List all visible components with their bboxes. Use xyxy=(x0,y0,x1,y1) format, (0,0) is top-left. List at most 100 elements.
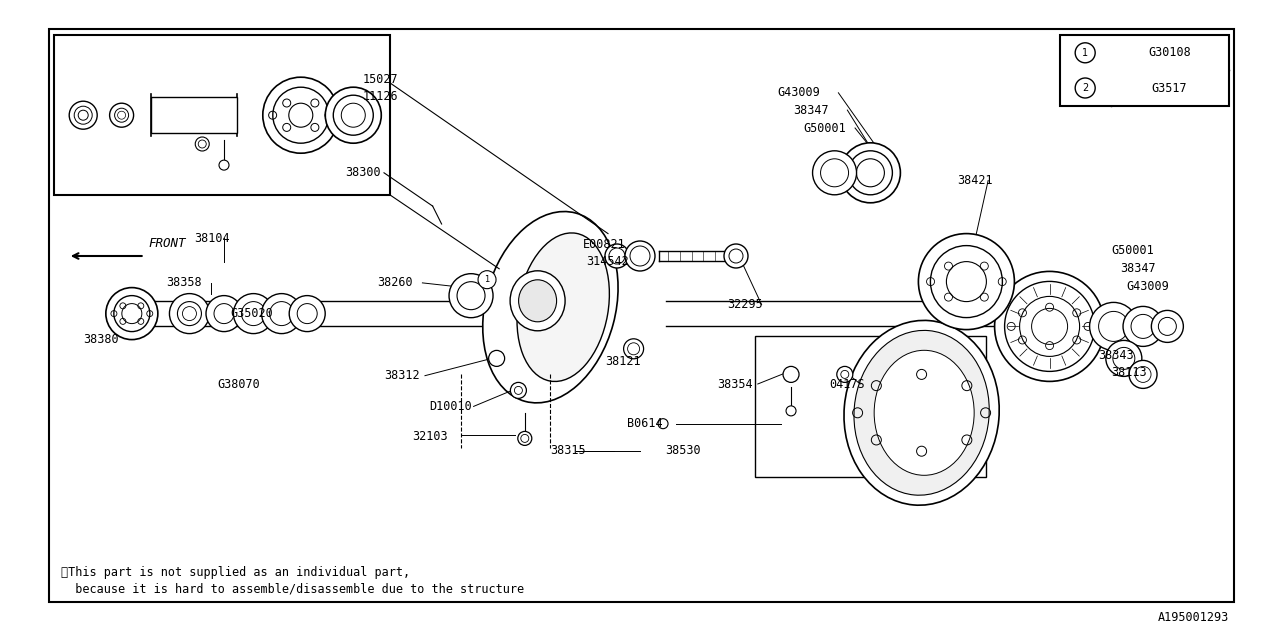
Circle shape xyxy=(625,241,655,271)
Circle shape xyxy=(1112,348,1135,369)
Text: 38380: 38380 xyxy=(83,333,119,346)
Circle shape xyxy=(214,303,234,324)
Circle shape xyxy=(995,271,1105,381)
Circle shape xyxy=(837,366,852,383)
Bar xyxy=(151,97,237,133)
Circle shape xyxy=(730,249,742,263)
Circle shape xyxy=(658,419,668,429)
Bar xyxy=(755,336,986,477)
Text: 11126: 11126 xyxy=(362,90,398,102)
Text: 38315: 38315 xyxy=(550,444,586,457)
Circle shape xyxy=(783,366,799,383)
Ellipse shape xyxy=(511,271,564,331)
Text: because it is hard to assemble/disassemble due to the structure: because it is hard to assemble/disassemb… xyxy=(61,582,525,595)
Circle shape xyxy=(946,262,987,301)
Circle shape xyxy=(813,151,856,195)
Circle shape xyxy=(1123,307,1164,346)
Text: ※This part is not supplied as an individual part,: ※This part is not supplied as an individ… xyxy=(61,566,411,579)
Bar xyxy=(49,29,1234,602)
Text: B0614: B0614 xyxy=(627,417,663,430)
Circle shape xyxy=(289,103,312,127)
Circle shape xyxy=(289,296,325,332)
Text: 2: 2 xyxy=(1082,83,1088,93)
Circle shape xyxy=(841,143,900,203)
Text: 38300: 38300 xyxy=(346,166,381,179)
Bar xyxy=(54,35,390,195)
Circle shape xyxy=(477,271,497,289)
Circle shape xyxy=(1158,317,1176,335)
Circle shape xyxy=(849,151,892,195)
Text: G35020: G35020 xyxy=(230,307,273,320)
Circle shape xyxy=(169,294,210,333)
Circle shape xyxy=(1135,366,1151,383)
Circle shape xyxy=(342,103,365,127)
Circle shape xyxy=(106,287,157,340)
Circle shape xyxy=(115,108,128,122)
Circle shape xyxy=(1106,340,1142,376)
Text: G43009: G43009 xyxy=(777,86,819,99)
Circle shape xyxy=(1098,312,1129,341)
Text: 38358: 38358 xyxy=(166,276,202,289)
Circle shape xyxy=(820,159,849,187)
Circle shape xyxy=(786,406,796,416)
Circle shape xyxy=(1089,302,1138,350)
Circle shape xyxy=(1129,360,1157,388)
Text: E00821: E00821 xyxy=(582,238,625,251)
Ellipse shape xyxy=(854,330,989,495)
Text: 32103: 32103 xyxy=(412,430,448,443)
Ellipse shape xyxy=(874,350,974,476)
Circle shape xyxy=(183,307,196,321)
Circle shape xyxy=(206,296,242,332)
Circle shape xyxy=(1152,310,1184,342)
Circle shape xyxy=(74,106,92,124)
Circle shape xyxy=(919,234,1014,330)
Circle shape xyxy=(1005,282,1094,371)
Text: G30108: G30108 xyxy=(1148,46,1190,60)
Circle shape xyxy=(623,339,644,359)
Text: 38312: 38312 xyxy=(384,369,420,382)
Circle shape xyxy=(627,343,640,355)
Text: 0417S: 0417S xyxy=(829,378,865,390)
Circle shape xyxy=(273,87,329,143)
Circle shape xyxy=(511,382,526,398)
Circle shape xyxy=(198,140,206,148)
Ellipse shape xyxy=(518,280,557,322)
Text: A195001293: A195001293 xyxy=(1157,611,1229,624)
Circle shape xyxy=(297,303,317,324)
Circle shape xyxy=(325,87,381,143)
Circle shape xyxy=(630,246,650,266)
Text: 38260: 38260 xyxy=(378,276,413,289)
Text: 15027: 15027 xyxy=(362,73,398,86)
Text: G50001: G50001 xyxy=(1111,244,1153,257)
Circle shape xyxy=(457,282,485,310)
Circle shape xyxy=(178,301,201,326)
Circle shape xyxy=(515,387,522,394)
Text: 1: 1 xyxy=(484,275,490,284)
Text: G50001: G50001 xyxy=(804,122,846,134)
Circle shape xyxy=(122,303,142,324)
Circle shape xyxy=(233,294,274,333)
Circle shape xyxy=(518,431,531,445)
Circle shape xyxy=(605,244,628,268)
Circle shape xyxy=(724,244,748,268)
Text: 1: 1 xyxy=(1082,48,1088,58)
Circle shape xyxy=(333,95,374,135)
Circle shape xyxy=(1020,296,1079,356)
Text: 38104: 38104 xyxy=(195,232,230,244)
Circle shape xyxy=(110,103,133,127)
Circle shape xyxy=(1075,43,1096,63)
Circle shape xyxy=(78,110,88,120)
Text: 38354: 38354 xyxy=(717,378,753,390)
Circle shape xyxy=(449,274,493,317)
Text: 38421: 38421 xyxy=(957,174,993,187)
Circle shape xyxy=(242,301,265,326)
Text: G3517: G3517 xyxy=(1152,81,1188,95)
Circle shape xyxy=(114,296,150,332)
Text: 38113: 38113 xyxy=(1111,366,1147,379)
Circle shape xyxy=(931,246,1002,317)
Circle shape xyxy=(1032,308,1068,344)
Text: 38347: 38347 xyxy=(794,104,829,116)
Text: 38530: 38530 xyxy=(666,444,701,457)
Circle shape xyxy=(118,111,125,119)
Text: 38343: 38343 xyxy=(1098,349,1134,362)
